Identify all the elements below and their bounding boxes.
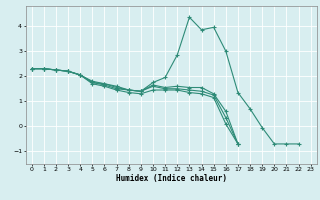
X-axis label: Humidex (Indice chaleur): Humidex (Indice chaleur) [116,174,227,183]
